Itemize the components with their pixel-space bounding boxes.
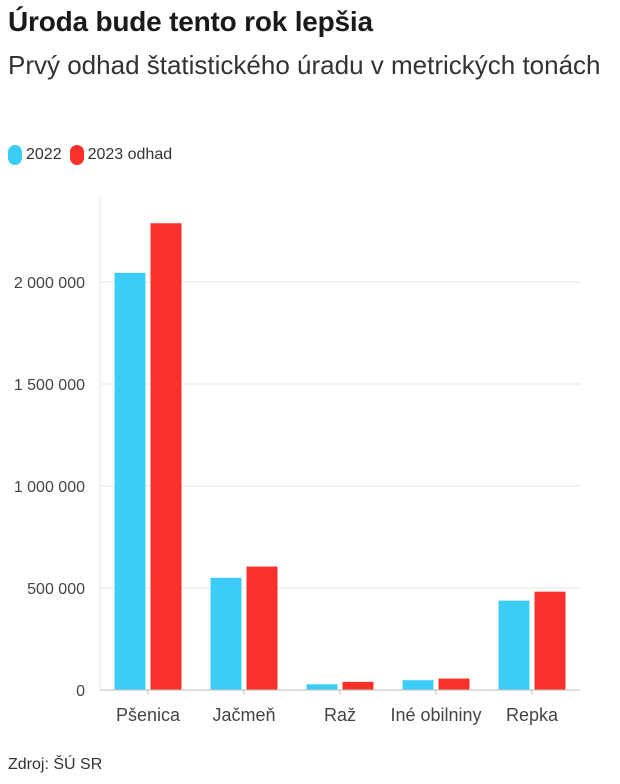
x-tick-label: Jačmeň bbox=[212, 705, 275, 725]
bar-2023-2 bbox=[342, 681, 374, 690]
chart-title: Úroda bude tento rok lepšia bbox=[8, 6, 373, 37]
bar-2023-0 bbox=[150, 223, 182, 691]
bar-2022-1 bbox=[210, 577, 242, 690]
chart-subtitle: Prvý odhad štatistického úradu v metrick… bbox=[8, 50, 601, 80]
axis-layer: 0 500 000 1 000 000 1 500 000 2 000 000 Pšeni… bbox=[14, 198, 580, 725]
bar-2022-0 bbox=[114, 272, 146, 690]
legend-label-2022: 2022 bbox=[26, 146, 62, 163]
bars-layer bbox=[114, 223, 566, 691]
source-note: Zdroj: ŠÚ SR bbox=[8, 756, 103, 773]
y-tick-label: 0 bbox=[76, 683, 85, 700]
x-tick-label: Iné obilniny bbox=[390, 705, 481, 725]
y-tick-label: 500 000 bbox=[27, 581, 85, 598]
legend-swatch-2022 bbox=[8, 145, 22, 165]
legend-swatch-2023 bbox=[69, 145, 84, 165]
x-tick-label: Repka bbox=[506, 705, 559, 725]
bar-2023-1 bbox=[246, 566, 278, 690]
legend: 2022 2023 odhad bbox=[8, 145, 180, 165]
y-tick-label: 1 000 000 bbox=[14, 479, 85, 496]
x-tick-label: Raž bbox=[324, 705, 356, 725]
y-tick-label: 2 000 000 bbox=[14, 275, 85, 292]
x-tick-label: Pšenica bbox=[116, 705, 181, 725]
legend-item-2022: 2022 bbox=[8, 145, 62, 165]
y-tick-label: 1 500 000 bbox=[14, 377, 85, 394]
bar-2023-4 bbox=[534, 591, 566, 690]
bar-chart: 0 500 000 1 000 000 1 500 000 2 000 000 Pšeni… bbox=[14, 198, 580, 725]
bar-2022-3 bbox=[402, 680, 434, 690]
legend-label-2023: 2023 odhad bbox=[87, 146, 173, 163]
bar-2022-4 bbox=[498, 600, 530, 690]
bar-2022-2 bbox=[306, 684, 338, 690]
legend-item-2023: 2023 odhad bbox=[69, 145, 173, 165]
bar-2023-3 bbox=[438, 678, 470, 690]
